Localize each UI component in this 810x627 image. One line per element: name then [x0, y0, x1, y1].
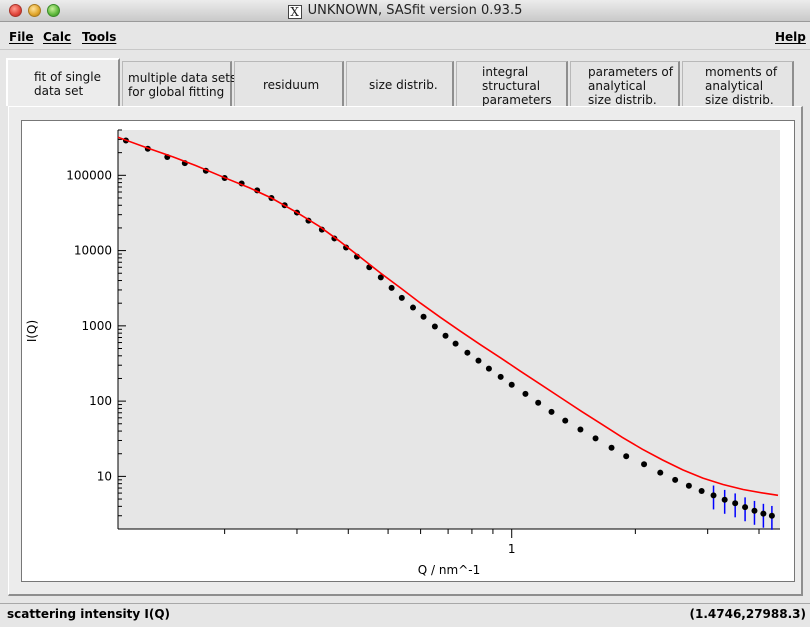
- data-point: [452, 340, 459, 347]
- x11-logo-icon: X: [287, 5, 302, 19]
- y-tick-label: 100: [89, 394, 112, 408]
- data-point: [522, 390, 529, 397]
- menu-calc[interactable]: Calc: [43, 30, 72, 44]
- data-point: [318, 226, 325, 233]
- notebook-tabs: fit of single data set multiple data set…: [0, 58, 810, 108]
- status-plot-description: scattering intensity I(Q): [7, 607, 171, 621]
- data-point: [562, 417, 569, 424]
- y-tick-label: 100000: [66, 168, 112, 182]
- plot-ticks: 10 100 1000 10000 100000 1: [66, 129, 760, 556]
- data-point: [388, 284, 395, 291]
- maximize-window-button[interactable]: [47, 4, 60, 17]
- close-window-button[interactable]: [9, 4, 22, 17]
- data-point: [768, 512, 775, 519]
- tab-residuum[interactable]: residuum: [234, 61, 344, 106]
- tab-label-line: size distrib.: [705, 93, 774, 107]
- data-point: [431, 323, 438, 330]
- data-point: [497, 373, 504, 380]
- tab-label-line: size distrib.: [588, 93, 657, 107]
- data-point: [657, 469, 664, 476]
- minimize-window-button[interactable]: [28, 4, 41, 17]
- data-point: [535, 399, 542, 406]
- data-point: [751, 507, 758, 514]
- x-axis-label: Q / nm^-1: [418, 563, 480, 577]
- data-point: [623, 453, 630, 460]
- tab-label-line: residuum: [263, 78, 320, 92]
- data-point: [742, 504, 749, 511]
- y-tick-label: 10000: [74, 244, 112, 258]
- data-point: [475, 357, 482, 364]
- tab-multiple-data-sets[interactable]: multiple data sets for global fitting: [122, 61, 237, 106]
- data-point: [710, 492, 717, 499]
- tab-label-line: multiple data sets: [128, 71, 237, 85]
- tab-fit-single-data-set[interactable]: fit of single data set: [6, 58, 120, 106]
- scattering-intensity-plot[interactable]: 10 100 1000 10000 100000 1 Q / nm^-1 I(Q): [22, 121, 794, 581]
- menu-file[interactable]: File: [9, 30, 34, 44]
- tab-integral-structural-parameters[interactable]: integral structural parameters: [456, 61, 568, 107]
- data-point: [485, 365, 492, 372]
- tab-size-distrib[interactable]: size distrib.: [346, 61, 454, 106]
- y-tick-label: 10: [97, 469, 112, 483]
- data-point: [508, 381, 515, 388]
- data-point: [698, 487, 705, 494]
- data-point: [464, 349, 471, 356]
- data-point: [577, 426, 584, 433]
- data-point: [410, 304, 417, 311]
- data-point: [732, 500, 739, 507]
- menu-tools[interactable]: Tools: [82, 30, 117, 44]
- data-point: [641, 461, 648, 468]
- tab-label-line: for global fitting: [128, 85, 225, 99]
- data-point: [548, 408, 555, 415]
- fit-line-group: [117, 136, 779, 497]
- tab-label-line: parameters of: [588, 65, 673, 79]
- tab-label-line: structural: [482, 79, 541, 93]
- data-point: [760, 510, 767, 517]
- tab-label-line: analytical: [705, 79, 764, 93]
- window-title-area: X UNKNOWN, SASfit version 0.93.5: [0, 0, 810, 22]
- tab-label-line: size distrib.: [369, 78, 438, 92]
- plot-area-background: [118, 130, 780, 529]
- plot-canvas[interactable]: 10 100 1000 10000 100000 1 Q / nm^-1 I(Q): [21, 120, 795, 582]
- data-point: [672, 476, 679, 483]
- data-point: [398, 294, 405, 301]
- tab-parameters-analytical-size-distrib[interactable]: parameters of analytical size distrib.: [570, 61, 680, 107]
- menu-help[interactable]: Help: [775, 30, 806, 44]
- tab-label-line: moments of: [705, 65, 778, 79]
- window-titlebar[interactable]: X UNKNOWN, SASfit version 0.93.5: [0, 0, 810, 22]
- tab-label-line: analytical: [588, 79, 647, 93]
- data-point: [377, 274, 384, 281]
- tab-label-line: integral: [482, 65, 529, 79]
- status-bar: scattering intensity I(Q) (1.4746,27988.…: [0, 603, 810, 627]
- tab-moments-analytical-size-distrib[interactable]: moments of analytical size distrib.: [682, 61, 794, 107]
- data-point: [592, 435, 599, 442]
- x-tick-label: 1: [508, 542, 516, 556]
- status-cursor-coordinates: (1.4746,27988.3): [689, 607, 807, 621]
- data-point: [721, 496, 728, 503]
- window-title: UNKNOWN, SASfit version 0.93.5: [307, 3, 523, 18]
- data-point: [608, 444, 615, 451]
- menu-bar: File Calc Tools Help: [0, 23, 810, 50]
- fit-line: [117, 136, 779, 497]
- tab-label-line: data set: [34, 84, 84, 98]
- data-point: [442, 332, 449, 339]
- tab-label-line: fit of single: [34, 70, 101, 84]
- tab-label-line: parameters: [482, 93, 552, 107]
- data-point: [685, 482, 692, 489]
- y-axis-label: I(Q): [25, 320, 39, 342]
- data-points-group: [122, 137, 775, 519]
- y-tick-label: 1000: [81, 319, 112, 333]
- data-point: [420, 313, 427, 320]
